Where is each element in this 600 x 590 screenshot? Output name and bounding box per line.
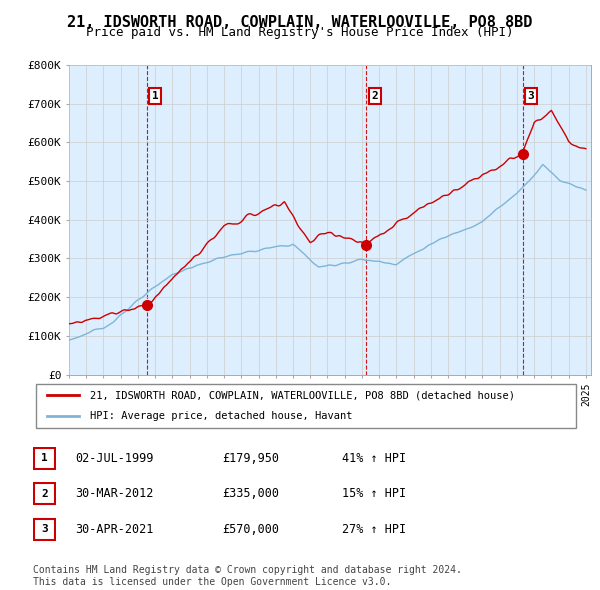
FancyBboxPatch shape (36, 384, 576, 428)
Text: Price paid vs. HM Land Registry's House Price Index (HPI): Price paid vs. HM Land Registry's House … (86, 26, 514, 39)
FancyBboxPatch shape (34, 519, 55, 540)
Text: 3: 3 (528, 91, 535, 101)
FancyBboxPatch shape (34, 448, 55, 469)
Text: 2: 2 (41, 489, 48, 499)
Text: 30-MAR-2012: 30-MAR-2012 (75, 487, 154, 500)
Text: £335,000: £335,000 (222, 487, 279, 500)
Text: 21, IDSWORTH ROAD, COWPLAIN, WATERLOOVILLE, PO8 8BD (detached house): 21, IDSWORTH ROAD, COWPLAIN, WATERLOOVIL… (90, 391, 515, 401)
Text: 3: 3 (41, 525, 48, 534)
Text: Contains HM Land Registry data © Crown copyright and database right 2024.
This d: Contains HM Land Registry data © Crown c… (33, 565, 462, 587)
Text: 1: 1 (152, 91, 158, 101)
Text: 2: 2 (371, 91, 378, 101)
FancyBboxPatch shape (34, 483, 55, 504)
Text: 27% ↑ HPI: 27% ↑ HPI (342, 523, 406, 536)
Text: 21, IDSWORTH ROAD, COWPLAIN, WATERLOOVILLE, PO8 8BD: 21, IDSWORTH ROAD, COWPLAIN, WATERLOOVIL… (67, 15, 533, 30)
Text: 41% ↑ HPI: 41% ↑ HPI (342, 452, 406, 465)
Text: £179,950: £179,950 (222, 452, 279, 465)
Text: 1: 1 (41, 454, 48, 463)
Text: HPI: Average price, detached house, Havant: HPI: Average price, detached house, Hava… (90, 411, 353, 421)
Text: £570,000: £570,000 (222, 523, 279, 536)
Text: 30-APR-2021: 30-APR-2021 (75, 523, 154, 536)
Text: 02-JUL-1999: 02-JUL-1999 (75, 452, 154, 465)
Text: 15% ↑ HPI: 15% ↑ HPI (342, 487, 406, 500)
